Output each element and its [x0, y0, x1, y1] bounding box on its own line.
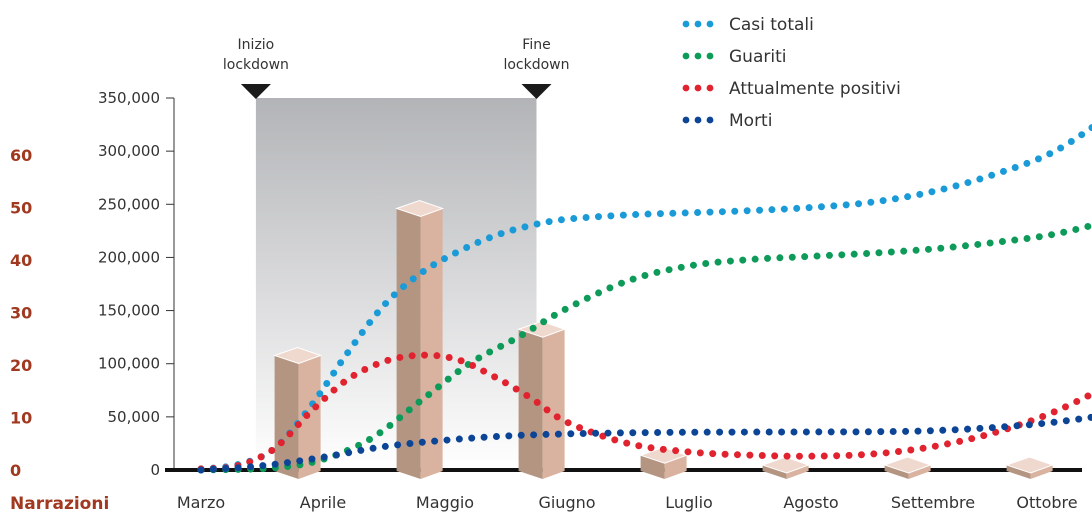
y2-tick-label: 40: [10, 251, 32, 270]
y-tick-label: 350,000: [98, 89, 160, 107]
series-casi-totali: [197, 123, 1092, 473]
x-tick-label: Ottobre: [1016, 493, 1077, 512]
x-tick-label: Aprile: [300, 493, 346, 512]
y2-tick-label: 0: [10, 461, 21, 480]
legend-item-morti: Morti: [682, 111, 772, 131]
legend: Casi totali Guariti Attualmente positivi Mo…: [682, 15, 901, 131]
narrazioni-bar: [761, 456, 811, 479]
y-tick-label: 200,000: [98, 248, 160, 266]
y2-tick-label: 30: [10, 304, 32, 323]
lockdown-start-label: Inizio: [238, 37, 275, 53]
legend-label: Casi totali: [729, 15, 814, 35]
x-tick-label: Marzo: [177, 493, 225, 512]
lockdown-start-marker: [240, 84, 271, 99]
x-tick-label: Giugno: [538, 493, 595, 512]
legend-label: Morti: [729, 111, 772, 131]
y-tick-label: 300,000: [98, 142, 160, 160]
y2-tick-label: 10: [10, 409, 32, 428]
legend-label: Attualmente positivi: [729, 79, 901, 99]
legend-item-attualmente-positivi: Attualmente positivi: [682, 79, 901, 99]
x-tick-label: Settembre: [891, 493, 975, 512]
series-layer: [197, 123, 1092, 474]
narrazioni-bar: [883, 456, 933, 479]
narrazioni-bar: [1005, 456, 1055, 479]
series-morti: [197, 413, 1092, 474]
lockdown-end-marker: [521, 84, 552, 99]
legend-item-casi-totali: Casi totali: [682, 15, 814, 35]
x-tick-label: Maggio: [416, 493, 474, 512]
y2-tick-label: 20: [10, 356, 32, 375]
narrazioni-bar: [517, 320, 567, 479]
y2-tick-label: 60: [10, 146, 32, 165]
x-tick-label: Luglio: [665, 493, 713, 512]
y-tick-label: 100,000: [98, 355, 160, 373]
y-tick-label: 150,000: [98, 302, 160, 320]
lockdown-end-label: Fine: [522, 37, 550, 53]
narrazioni-bar: [395, 199, 445, 479]
y-tick-label: 50,000: [108, 408, 161, 426]
lockdown-start-label: lockdown: [223, 57, 289, 73]
y-tick-label: 250,000: [98, 195, 160, 213]
x-tick-label: Agosto: [783, 493, 838, 512]
legend-item-guariti: Guariti: [682, 47, 786, 67]
y2-tick-label: 50: [10, 199, 32, 218]
series-attualmente-positivi: [197, 351, 1092, 473]
lockdown-end-label: lockdown: [503, 57, 569, 73]
legend-label: Guariti: [729, 47, 786, 67]
y2-axis-label: Narrazioni: [10, 494, 109, 514]
y-tick-label: 0: [150, 461, 160, 479]
